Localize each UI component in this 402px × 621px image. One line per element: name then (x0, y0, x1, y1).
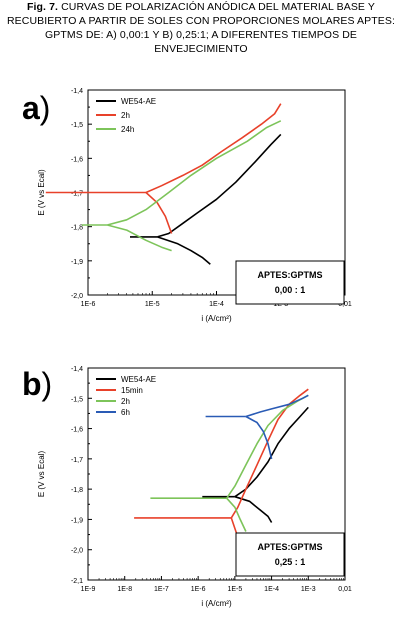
x-tick-label: 1E-6 (81, 301, 96, 308)
y-tick-label: -1,8 (71, 225, 83, 232)
y-tick-label: -1,4 (71, 88, 83, 95)
annotation-ratio-value: 0,25 : 1 (275, 557, 306, 567)
x-tick-label: 0,01 (338, 586, 352, 593)
y-axis-label: E (V vs Ecal) (37, 451, 46, 498)
legend-entry: 2h (121, 111, 130, 120)
series-24h (81, 120, 282, 252)
y-tick-label: -1,9 (71, 259, 83, 266)
x-tick-label: 1E-7 (154, 586, 169, 593)
series-line-cathodic (157, 236, 211, 265)
x-tick-label: 1E-5 (227, 586, 242, 593)
series-line-cathodic (245, 415, 273, 460)
panel-b-letter: b) (22, 366, 53, 402)
series-2h (150, 394, 309, 532)
series-2h (45, 103, 282, 234)
series-line-cathodic (234, 495, 273, 523)
series-line-cathodic (107, 224, 172, 252)
legend-entry: 6h (121, 408, 130, 417)
y-tick-label: -1,4 (71, 366, 83, 373)
series-line-anodic (230, 388, 309, 519)
series-line-anodic (145, 103, 282, 194)
annotation-ratio-title: APTES:GPTMS (257, 270, 322, 280)
caption-fig-label: Fig. 7. (27, 1, 59, 13)
y-tick-label: -2,0 (71, 548, 83, 555)
y-axis-label: E (V vs Ecal) (37, 169, 46, 216)
series-line-cathodic (226, 497, 247, 532)
x-tick-label: 1E-5 (145, 301, 160, 308)
y-tick-label: -1,6 (71, 156, 83, 163)
x-tick-label: 1E-9 (81, 586, 96, 593)
annotation-ratio-title: APTES:GPTMS (257, 542, 322, 552)
figure-caption: Fig. 7. CURVAS DE POLARIZACIÓN ANÓDICA D… (0, 0, 402, 56)
y-tick-label: -1,7 (71, 457, 83, 464)
x-tick-label: 1E-8 (117, 586, 132, 593)
y-tick-label: -1,6 (71, 427, 83, 434)
panel-a-letter: a) (22, 90, 51, 126)
panel-a: a) -1,4 -1,5 -1,6 -1,7 -1,8 -1,9 -2,0 1E-6 1E-5 1… (0, 80, 402, 350)
y-tick-label: -1,8 (71, 487, 83, 494)
legend-entry: 2h (121, 397, 130, 406)
legend-entry: WE54-AE (121, 375, 156, 384)
legend: WE54-AE 15min 2h 6h (96, 375, 156, 417)
series-line-anodic (157, 133, 282, 238)
series-line-anodic (107, 120, 282, 226)
polarization-chart-b: -1,4 -1,5 -1,6 -1,7 -1,8 -1,9 -2,0 -2,11E-9 1E-8… (37, 366, 352, 608)
polarization-chart-a: -1,4 -1,5 -1,6 -1,7 -1,8 -1,9 -2,01E-6 1E-5 1E-4… (37, 88, 352, 323)
panel-b: b) -1,4 -1,5 -1,6 -1,7 -1,8 -1,9 -2,0 -2,1 1E-9 1… (0, 358, 402, 616)
legend-entry: WE54-AE (121, 97, 156, 106)
series-line-cathodic (145, 191, 173, 234)
x-tick-label: 1E-4 (209, 301, 224, 308)
y-tick-label: -2,1 (71, 578, 83, 585)
y-tick-label: -1,7 (71, 191, 83, 198)
x-tick-label: 1E-6 (191, 586, 206, 593)
annotation-ratio-value: 0,00 : 1 (275, 285, 306, 295)
x-axis-label: i (A/cm²) (201, 599, 232, 608)
legend-entry: 15min (121, 386, 143, 395)
y-tick-label: -1,9 (71, 517, 83, 524)
series-line-anodic (245, 394, 309, 418)
series-6h (205, 394, 309, 460)
x-tick-label: 0,01 (338, 301, 352, 308)
series-15min (134, 388, 309, 550)
series-we54-ae (130, 133, 282, 265)
y-tick-label: -2,0 (71, 293, 83, 300)
annotation-box (235, 260, 345, 305)
series-line-anodic (226, 394, 309, 499)
caption-text: CURVAS DE POLARIZACIÓN ANÓDICA DEL MATER… (7, 1, 395, 55)
x-tick-label: 1E-4 (264, 586, 279, 593)
series-line-anodic (234, 406, 309, 498)
x-tick-label: 1E-3 (301, 586, 316, 593)
y-tick-label: -1,5 (71, 122, 83, 129)
series-we54-ae (202, 406, 309, 523)
legend-entry: 24h (121, 125, 134, 134)
legend: WE54-AE 2h 24h (96, 97, 156, 134)
x-axis-label: i (A/cm²) (201, 314, 232, 323)
y-tick-label: -1,5 (71, 396, 83, 403)
annotation-box (235, 532, 345, 577)
